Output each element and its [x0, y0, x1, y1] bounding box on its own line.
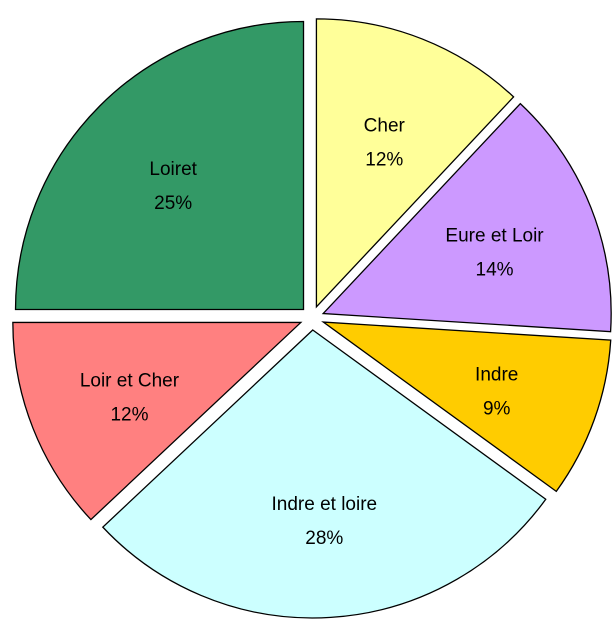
slice-name: Cher: [364, 115, 406, 136]
slice-label: Indre et loire 28%: [272, 494, 378, 549]
pie-slice: [315, 18, 515, 309]
slice-name: Indre et loire: [272, 494, 378, 515]
slice-name: Loir et Cher: [80, 370, 180, 391]
slice-label: Loir et Cher 12%: [80, 370, 180, 425]
slice-percent: 14%: [476, 260, 514, 281]
slice-name: Indre: [475, 365, 518, 386]
slice-percent: 25%: [154, 193, 192, 214]
pie-slice: [321, 102, 612, 333]
slice-name: Loiret: [149, 159, 197, 180]
slice-name: Eure et Loir: [445, 226, 544, 247]
slice-percent: 28%: [305, 528, 343, 549]
pie-slice: [12, 321, 303, 521]
pie-slice: [14, 20, 305, 311]
slice-percent: 12%: [365, 149, 403, 170]
slice-label: Loiret 25%: [149, 159, 197, 214]
pie-slice: [101, 329, 547, 619]
slice-label: Cher 12%: [364, 115, 406, 170]
slice-label: Indre 9%: [475, 365, 518, 420]
slice-percent: 12%: [110, 404, 148, 425]
slice-percent: 9%: [483, 399, 511, 420]
slice-label: Eure et Loir 14%: [445, 226, 544, 281]
pie-slice: [321, 321, 612, 493]
